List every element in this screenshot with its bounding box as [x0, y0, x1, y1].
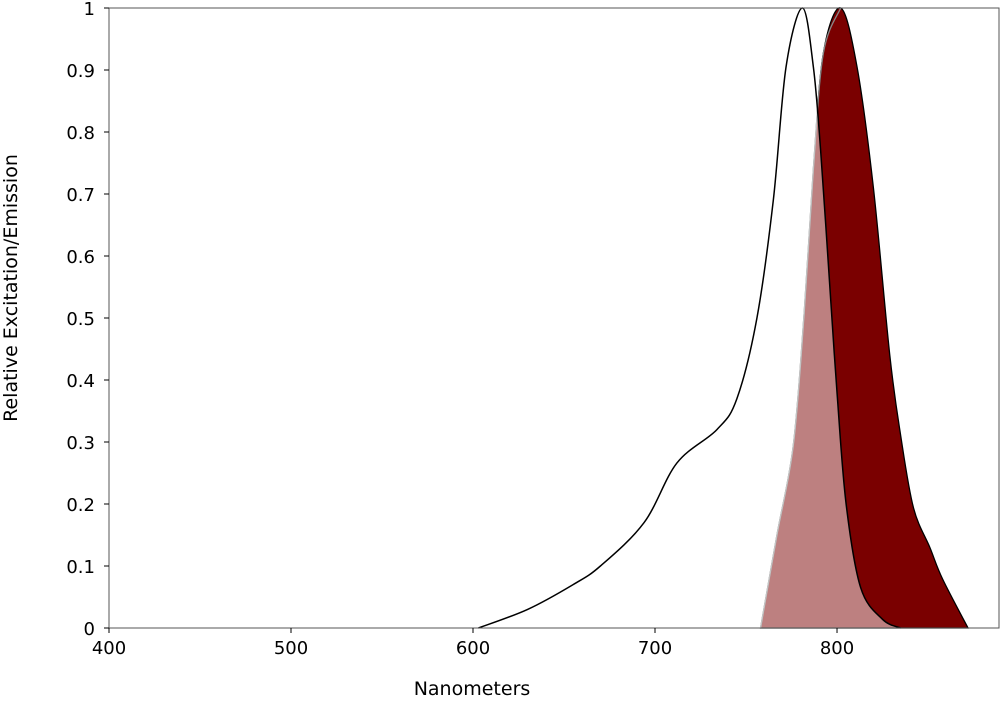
- y-tick-label: 1: [84, 0, 95, 20]
- y-tick-label: 0.6: [66, 247, 95, 268]
- y-tick-label: 0.5: [66, 309, 95, 330]
- y-tick-label: 0.4: [66, 371, 95, 392]
- y-tick-label: 0.9: [66, 61, 95, 82]
- x-tick-label: 500: [274, 638, 308, 659]
- y-tick-label: 0.2: [66, 495, 95, 516]
- excitation-line: [478, 7, 902, 629]
- x-tick-label: 600: [456, 638, 490, 659]
- x-tick-label: 800: [820, 638, 854, 659]
- excitation-area: [478, 8, 901, 628]
- x-axis-label: Nanometers: [414, 678, 531, 697]
- y-tick-label: 0: [84, 619, 95, 640]
- y-axis-label: Relative Excitation/Emission: [0, 154, 22, 422]
- x-tick-label: 700: [638, 638, 672, 659]
- y-tick-label: 0.3: [66, 433, 95, 454]
- y-tick-label: 0.7: [66, 185, 95, 206]
- x-tick-label: 400: [92, 638, 126, 659]
- y-tick-label: 0.1: [66, 557, 95, 578]
- y-tick-label: 0.8: [66, 123, 95, 144]
